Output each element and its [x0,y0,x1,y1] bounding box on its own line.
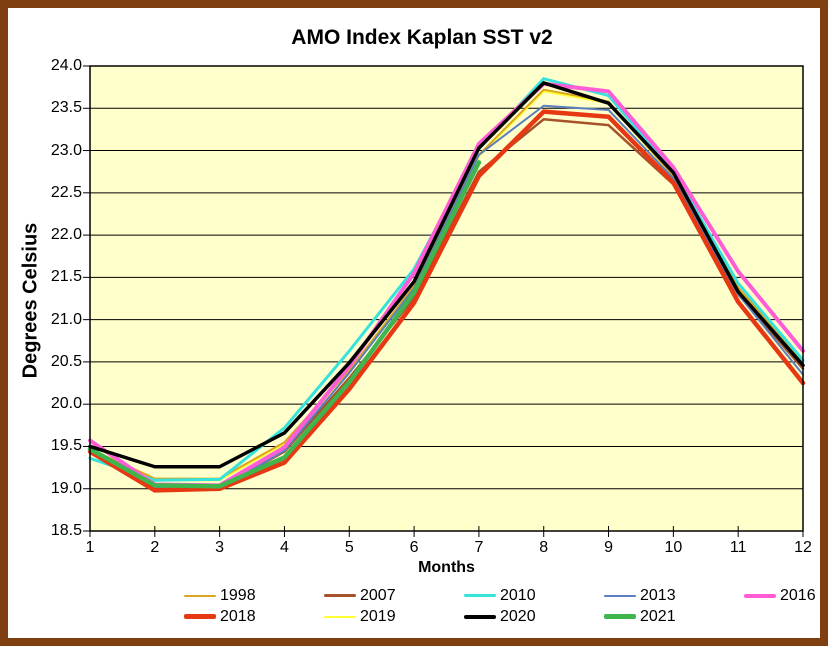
legend-label: 2018 [220,607,256,625]
legend-label: 2020 [500,607,536,625]
legend-line-swatch [604,614,636,619]
y-tick-label: 23.5 [50,99,82,117]
legend-item-2010: 2010 [464,585,604,606]
legend-line-swatch [184,594,216,597]
x-tick-label: 6 [409,539,419,556]
legend-label: 2010 [500,586,536,604]
legend-line-swatch [184,614,216,619]
legend-label: 2016 [780,586,816,604]
legend-item-1998: 1998 [184,585,324,606]
x-tick-label: 7 [474,539,484,556]
series-line-2018 [87,109,806,493]
x-tick-label: 5 [344,539,354,556]
legend-line-swatch [464,594,496,597]
legend-label: 2013 [640,586,676,604]
legend-line-swatch [324,615,356,618]
y-tick-label: 22.5 [50,183,82,201]
legend-item-2013: 2013 [604,585,744,606]
legend-line-swatch [604,594,636,597]
chart-title: AMO Index Kaplan SST v2 [291,26,553,49]
legend-label: 2007 [360,586,396,604]
y-tick-label: 21.5 [50,268,82,286]
legend-label: 2021 [640,607,676,625]
y-tick-label: 24.0 [50,57,82,74]
legend-item-2020: 2020 [464,606,604,627]
series-line-2020 [88,81,805,469]
legend-line-swatch [464,614,496,619]
x-tick-label: 10 [664,539,683,556]
plot-area [83,65,806,537]
legend-item-2019: 2019 [324,606,464,627]
y-tick-label: 23.0 [50,141,82,159]
y-tick-label: 19.5 [50,437,82,455]
x-tick-label: 9 [604,539,613,556]
legend-item-2016: 2016 [744,585,820,606]
legend-item-2021: 2021 [604,606,744,627]
y-tick-label: 21.0 [50,310,82,328]
plot-border [89,65,804,532]
legend-label: 1998 [220,586,256,604]
legend-item-2007: 2007 [324,585,464,606]
x-tick-label: 1 [85,539,95,556]
x-tick-label: 8 [539,539,549,556]
chart-legend: 1998 2007 2010 2013 2016 2018 2019 2020 2021 [184,585,820,627]
y-tick-label: 20.5 [50,352,82,370]
y-tick-label: 22.0 [50,226,82,244]
x-tick-label: 3 [215,539,225,556]
x-tick-label: 12 [794,539,812,556]
legend-item-2018: 2018 [184,606,324,627]
plot-background [90,66,803,531]
y-tick-label: 19.0 [50,479,82,497]
legend-label: 2019 [360,607,396,625]
x-axis-title: Months [418,559,475,576]
legend-line-swatch [324,594,356,597]
x-tick-label: 2 [150,539,160,556]
y-tick-label: 20.0 [50,395,82,413]
series-line-2021 [87,160,482,489]
x-tick-label: 4 [280,539,289,556]
legend-line-swatch [744,593,776,598]
y-tick-label: 18.5 [50,522,82,539]
x-tick-label: 11 [729,539,747,556]
